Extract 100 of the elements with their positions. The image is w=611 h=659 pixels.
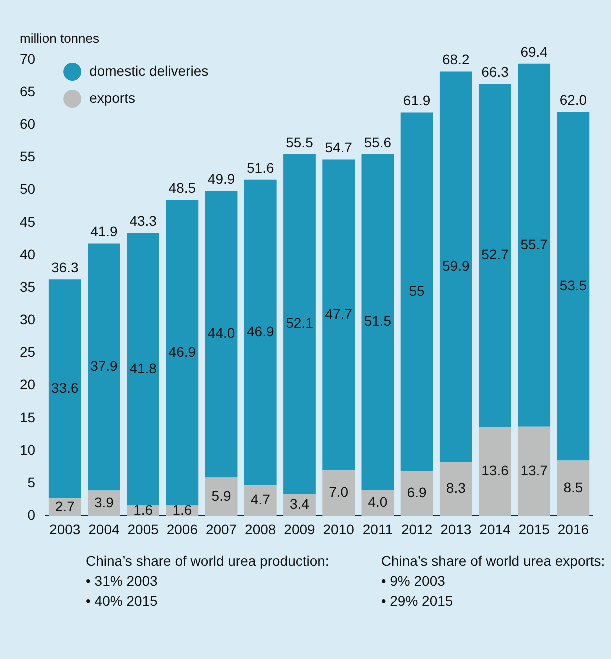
total-label: 62.0 bbox=[560, 92, 588, 108]
y-tick-label: 40 bbox=[20, 246, 36, 262]
bar bbox=[479, 428, 512, 516]
text: • 31% 2003 bbox=[86, 573, 159, 589]
y-tick-label: 10 bbox=[20, 442, 36, 458]
y-tick-label: 15 bbox=[20, 409, 36, 426]
data-label: 46.9 bbox=[247, 324, 274, 340]
data-label: 55 bbox=[409, 282, 426, 299]
y-tick-label: 5 bbox=[28, 474, 36, 490]
total-label: 51.6 bbox=[247, 160, 274, 176]
bar bbox=[440, 462, 472, 516]
text: • 29% 2015 bbox=[381, 593, 454, 609]
x-tick-label: 2015 bbox=[518, 521, 550, 538]
bar bbox=[284, 154, 316, 494]
total-label: 49.9 bbox=[208, 170, 236, 187]
bar bbox=[205, 478, 238, 516]
y-tick-label: 50 bbox=[20, 181, 36, 198]
data-label: 8.5 bbox=[564, 479, 584, 496]
data-label: 1.6 bbox=[134, 502, 154, 518]
data-label: 13.6 bbox=[482, 462, 510, 479]
data-label: 13.7 bbox=[520, 462, 548, 478]
legend-label: exports bbox=[90, 90, 136, 106]
bar bbox=[479, 84, 512, 428]
y-tick-label: 70 bbox=[20, 50, 36, 67]
total-label: 43.3 bbox=[130, 213, 158, 230]
total-label: 36.3 bbox=[52, 259, 79, 276]
data-label: 4.7 bbox=[250, 492, 271, 508]
bar bbox=[518, 426, 551, 516]
y-tick-label: 45 bbox=[20, 214, 36, 230]
bar bbox=[518, 64, 551, 427]
total-label: 48.5 bbox=[168, 180, 196, 196]
y-axis-title: million tonnes bbox=[20, 31, 100, 46]
text: • 9% 2003 bbox=[381, 573, 446, 589]
x-tick-label: 2013 bbox=[440, 521, 472, 538]
data-label: 3.4 bbox=[290, 496, 310, 512]
bar bbox=[127, 233, 160, 506]
x-tick-label: 2014 bbox=[480, 521, 512, 538]
x-tick-label: 2003 bbox=[50, 521, 81, 538]
y-tick-label: 20 bbox=[20, 376, 36, 393]
x-tick-label: 2004 bbox=[88, 521, 120, 538]
total-label: 55.5 bbox=[286, 134, 314, 150]
bar bbox=[166, 200, 199, 506]
bar bbox=[362, 154, 394, 490]
total-label: 41.9 bbox=[90, 224, 118, 240]
legend-label: domestic deliveries bbox=[90, 62, 209, 79]
bar bbox=[205, 190, 238, 478]
bar bbox=[322, 470, 356, 516]
bar bbox=[48, 280, 82, 499]
bar bbox=[557, 460, 590, 516]
x-tick-label: 2012 bbox=[401, 521, 433, 538]
bar bbox=[557, 112, 590, 461]
data-label: 2.7 bbox=[55, 498, 76, 514]
total-label: 55.6 bbox=[364, 134, 392, 150]
data-label: 4.0 bbox=[368, 494, 388, 510]
text: China’s share of world urea production: bbox=[86, 553, 330, 569]
data-label: 1.6 bbox=[172, 502, 192, 518]
data-label: 44.0 bbox=[208, 325, 236, 342]
data-label: 37.9 bbox=[90, 358, 118, 374]
total-label: 68.2 bbox=[442, 52, 470, 68]
data-label: 7.0 bbox=[329, 484, 349, 500]
x-tick-label: 2009 bbox=[284, 521, 316, 538]
total-label: 54.7 bbox=[325, 140, 353, 156]
x-tick-label: 2005 bbox=[128, 521, 160, 538]
data-label: 52.1 bbox=[286, 315, 314, 332]
x-tick-label: 2011 bbox=[362, 521, 394, 538]
y-tick-label: 60 bbox=[20, 116, 36, 132]
data-label: 47.7 bbox=[325, 306, 353, 322]
data-label: 55.7 bbox=[520, 236, 548, 252]
y-tick-label: 25 bbox=[20, 344, 36, 360]
text: China’s share of world urea exports: bbox=[381, 553, 606, 569]
data-label: 53.5 bbox=[560, 277, 588, 294]
data-label: 33.6 bbox=[52, 380, 79, 396]
y-tick-label: 65 bbox=[20, 83, 36, 100]
y-tick-label: 35 bbox=[20, 278, 36, 295]
x-tick-label: 2007 bbox=[206, 521, 238, 538]
x-tick-label: 2006 bbox=[166, 521, 198, 538]
data-label: 6.9 bbox=[407, 484, 427, 501]
text: • 40% 2015 bbox=[86, 593, 159, 609]
total-label: 61.9 bbox=[403, 92, 431, 109]
bar bbox=[244, 180, 277, 486]
x-tick-label: 2016 bbox=[558, 521, 590, 538]
bar bbox=[322, 160, 356, 471]
data-label: 41.8 bbox=[130, 360, 158, 376]
y-tick-label: 55 bbox=[20, 148, 36, 165]
bar bbox=[88, 244, 120, 491]
x-tick-label: 2010 bbox=[323, 521, 355, 538]
bar bbox=[400, 112, 434, 472]
y-tick-label: 0 bbox=[28, 507, 36, 524]
bar bbox=[440, 72, 472, 462]
data-label: 52.7 bbox=[482, 246, 510, 263]
data-label: 3.9 bbox=[94, 494, 114, 510]
data-label: 5.9 bbox=[212, 488, 232, 504]
total-label: 69.4 bbox=[520, 44, 548, 60]
data-label: 59.9 bbox=[442, 258, 470, 274]
bar bbox=[400, 471, 434, 516]
x-tick-label: 2008 bbox=[245, 521, 276, 538]
bar bbox=[244, 486, 277, 516]
y-tick-label: 30 bbox=[20, 312, 36, 328]
data-label: 51.5 bbox=[364, 313, 392, 330]
data-label: 46.9 bbox=[168, 344, 196, 360]
